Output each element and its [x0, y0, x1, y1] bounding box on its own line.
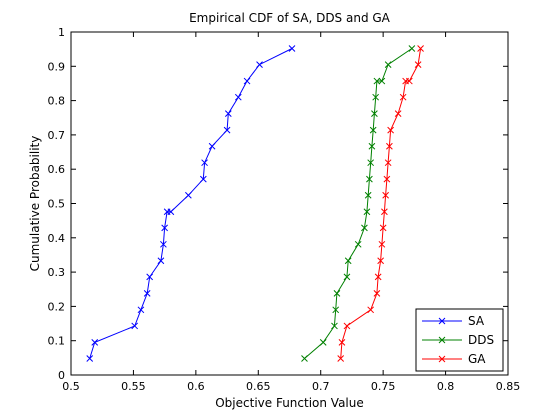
data-point-sa [185, 191, 192, 199]
data-point-sa [131, 322, 139, 330]
legend-entry-sa: SA [422, 314, 485, 328]
x-tick-label: 0.7 [312, 380, 330, 393]
data-point-dds [319, 339, 327, 346]
data-point-ga [367, 306, 375, 314]
legend-label-dds: DDS [468, 333, 494, 347]
data-point-ga [387, 126, 394, 134]
data-point-dds [331, 322, 338, 330]
data-point-ga [406, 77, 413, 85]
data-point-dds [343, 273, 351, 281]
y-tick-label: 0.2 [48, 300, 66, 313]
data-point-sa [224, 110, 232, 117]
legend-marker-dds [438, 336, 446, 344]
data-point-dds [372, 93, 380, 101]
data-point-sa [288, 45, 296, 52]
data-point-ga [414, 61, 422, 68]
legend-label-ga: GA [468, 352, 486, 366]
data-point-sa [208, 142, 216, 150]
data-point-sa [256, 61, 263, 68]
series-layer [86, 45, 424, 362]
data-point-ga [373, 290, 381, 297]
data-point-sa [160, 240, 167, 248]
x-tick-label: 0.8 [437, 380, 455, 393]
data-point-sa [161, 224, 168, 232]
data-point-sa [146, 273, 154, 281]
data-point-dds [361, 224, 368, 232]
y-axis-title: Cumulative Probability [28, 136, 42, 272]
data-point-dds [367, 159, 375, 167]
data-point-ga [399, 93, 407, 101]
data-point-dds [363, 208, 371, 216]
data-point-sa [201, 159, 208, 167]
data-point-ga [381, 208, 388, 216]
data-point-dds [371, 110, 378, 117]
axis-ticks: 0.5 0.55 0.6 0.65 0.7 0.75 0.8 0.85 0 0.1 0.2 0.3 0.… [48, 26, 521, 393]
data-point-ga [384, 159, 392, 167]
data-point-ga [379, 224, 387, 232]
legend-label-sa: SA [468, 314, 485, 328]
y-tick-label: 0.1 [48, 335, 66, 348]
data-point-dds [368, 142, 376, 150]
y-tick-label: 0.4 [48, 232, 66, 245]
chart-title: Empirical CDF of SA, DDS and GA [189, 11, 391, 25]
data-point-dds [408, 45, 416, 52]
series-dds [301, 45, 416, 362]
data-point-dds [364, 191, 372, 199]
y-tick-label: 1 [58, 26, 65, 39]
data-point-dds [333, 290, 341, 297]
data-point-sa [243, 77, 251, 85]
y-tick-label: 0 [58, 369, 65, 382]
legend-marker-sa [438, 317, 446, 325]
data-point-dds [373, 77, 381, 85]
data-point-ga [386, 142, 393, 150]
x-tick-label: 0.55 [121, 380, 146, 393]
y-tick-label: 0.5 [48, 198, 66, 211]
data-point-sa [143, 290, 151, 297]
data-point-sa [86, 355, 94, 362]
data-point-sa [167, 208, 175, 216]
data-point-ga [382, 191, 389, 199]
data-point-ga [394, 110, 402, 117]
series-sa [86, 45, 296, 362]
legend: SA DDS GA [415, 308, 504, 372]
data-point-ga [337, 355, 345, 362]
legend-marker-ga [438, 355, 446, 363]
x-tick-label: 0.65 [246, 380, 271, 393]
x-tick-label: 0.5 [62, 380, 80, 393]
data-point-sa [157, 257, 165, 265]
data-point-dds [344, 257, 352, 265]
x-axis-title: Objective Function Value [215, 396, 364, 410]
data-point-dds [369, 126, 377, 134]
data-point-sa [199, 175, 207, 183]
y-tick-label: 0.6 [48, 163, 66, 176]
data-point-ga [417, 45, 424, 52]
legend-entry-dds: DDS [422, 333, 494, 347]
data-point-ga [343, 322, 351, 330]
data-point-ga [374, 273, 382, 281]
data-point-dds [378, 77, 386, 85]
data-point-dds [301, 355, 308, 362]
x-tick-label: 0.6 [187, 380, 205, 393]
series-ga [337, 45, 424, 362]
data-point-dds [384, 61, 392, 68]
data-point-sa [223, 126, 231, 134]
x-tick-label: 0.85 [496, 380, 521, 393]
y-tick-label: 0.3 [48, 266, 66, 279]
data-point-ga [383, 175, 391, 183]
data-point-dds [354, 240, 362, 248]
data-point-sa [91, 339, 99, 346]
y-tick-label: 0.8 [48, 95, 66, 108]
data-point-ga [378, 240, 386, 248]
legend-entry-ga: GA [422, 352, 486, 366]
y-tick-label: 0.9 [48, 60, 66, 73]
data-point-sa [137, 306, 145, 314]
data-point-sa [234, 93, 242, 101]
data-point-ga [338, 339, 346, 346]
data-point-dds [332, 306, 340, 314]
x-tick-label: 0.75 [371, 380, 396, 393]
data-point-ga [377, 257, 384, 265]
y-tick-label: 0.7 [48, 129, 66, 142]
data-point-dds [366, 175, 373, 183]
